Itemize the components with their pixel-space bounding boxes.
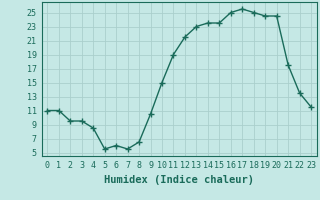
- X-axis label: Humidex (Indice chaleur): Humidex (Indice chaleur): [104, 175, 254, 185]
